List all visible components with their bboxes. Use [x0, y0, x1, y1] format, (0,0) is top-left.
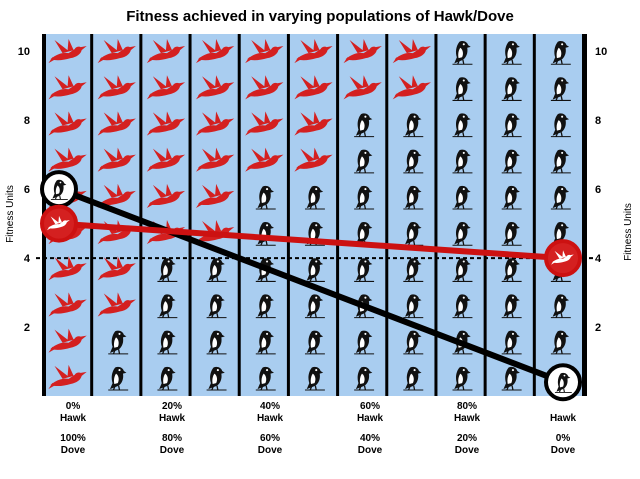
series-line	[56, 220, 566, 262]
y-tick-label-right: 6	[595, 184, 601, 196]
column-divider	[139, 34, 145, 396]
series-point	[544, 239, 582, 278]
x-axis-labels: 0%Hawk100%Dove20%Hawk80%Dove40%Hawk60%Do…	[60, 401, 577, 456]
x-tick-hawk-word: Hawk	[357, 413, 384, 424]
y-tick-label-left: 8	[24, 115, 30, 127]
population-panels	[42, 34, 587, 396]
column-divider	[188, 34, 194, 396]
x-tick-label: 40%Hawk 60%Dove	[257, 401, 284, 456]
x-tick-hawk-word: Hawk	[159, 413, 186, 424]
y-tick-label-left: 10	[18, 46, 30, 58]
x-tick-dove-word: Dove	[358, 445, 383, 456]
x-tick-dove-word: Dove	[551, 445, 576, 456]
x-tick-dove-percent: 100%	[60, 433, 86, 444]
column-divider	[336, 34, 342, 396]
column-divider	[90, 34, 96, 396]
series-point	[544, 363, 582, 402]
y-axis-label-right: Fitness Units	[623, 203, 634, 261]
population-column	[240, 34, 292, 396]
population-column	[289, 34, 342, 396]
population-column	[388, 34, 440, 396]
series-point	[40, 204, 78, 243]
x-tick-label: 80%Hawk 20%Dove	[454, 401, 481, 456]
x-tick-dove-percent: 0%	[556, 433, 571, 444]
y-tick-label-left: 4	[24, 253, 31, 265]
x-tick-hawk-word: Hawk	[257, 413, 284, 424]
column-divider	[286, 34, 292, 396]
x-tick-dove-word: Dove	[61, 445, 86, 456]
x-tick-label: 20%Hawk 80%Dove	[159, 401, 186, 456]
y-tick-label-right: 2	[595, 322, 601, 334]
y-tick-label-right: 4	[595, 253, 602, 265]
fitness-lines	[40, 170, 582, 402]
y-tick-label-left: 2	[24, 322, 30, 334]
x-tick-hawk-percent: 20%	[162, 401, 182, 412]
population-column	[486, 34, 538, 396]
point-marker	[40, 204, 78, 243]
y-axis-left: 2 4 6 8 10	[18, 46, 31, 334]
x-tick-dove-word: Dove	[160, 445, 185, 456]
y-axis-label-left: Fitness Units	[5, 185, 16, 243]
x-tick-label: Hawk 0%Dove	[550, 413, 577, 456]
x-tick-dove-percent: 60%	[260, 433, 280, 444]
y-tick-label-left: 6	[24, 184, 30, 196]
x-tick-label: 0%Hawk 100%Dove	[60, 401, 87, 456]
x-tick-hawk-word: Hawk	[60, 413, 87, 424]
column-divider	[582, 34, 587, 396]
population-column	[339, 34, 391, 396]
population-column	[191, 34, 243, 396]
y-tick-label-right: 8	[595, 115, 601, 127]
population-column	[535, 34, 587, 396]
series-point	[40, 170, 78, 209]
series-line	[56, 186, 566, 386]
column-divider	[237, 34, 243, 396]
chart-title: Fitness achieved in varying populations …	[126, 8, 514, 25]
column-divider	[532, 34, 538, 396]
column-divider	[434, 34, 440, 396]
column-divider	[483, 34, 489, 396]
x-tick-dove-word: Dove	[455, 445, 480, 456]
x-tick-hawk-percent: 60%	[360, 401, 380, 412]
y-axis-right: 2 4 6 8 10	[595, 46, 607, 334]
x-tick-label: 60%Hawk 40%Dove	[357, 401, 384, 456]
point-marker	[544, 239, 582, 278]
column-divider	[385, 34, 391, 396]
dove-fitness-series	[40, 204, 582, 278]
x-tick-hawk-word: Hawk	[454, 413, 481, 424]
x-tick-hawk-word: Hawk	[550, 413, 577, 424]
x-tick-dove-percent: 20%	[457, 433, 477, 444]
x-tick-hawk-percent: 0%	[66, 401, 81, 412]
x-tick-dove-percent: 80%	[162, 433, 182, 444]
y-tick-label-right: 10	[595, 46, 607, 58]
x-tick-dove-word: Dove	[258, 445, 283, 456]
x-tick-hawk-percent: 80%	[457, 401, 477, 412]
x-tick-dove-percent: 40%	[360, 433, 380, 444]
x-tick-hawk-percent: 40%	[260, 401, 280, 412]
hawk-fitness-series	[40, 170, 582, 402]
population-column	[142, 34, 194, 396]
